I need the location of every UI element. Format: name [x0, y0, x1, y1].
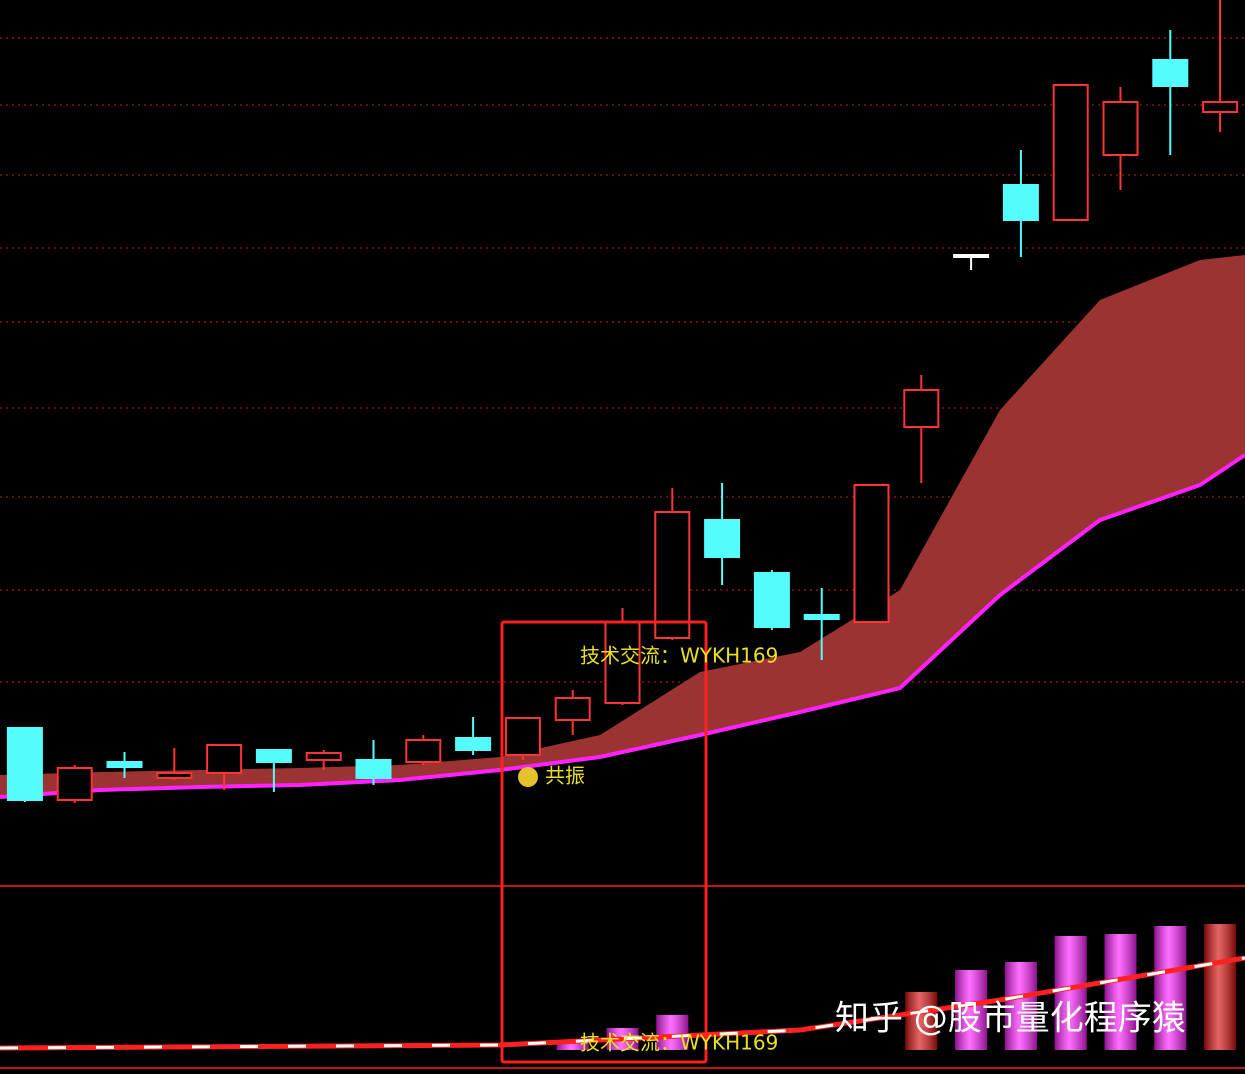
candle-body — [305, 752, 342, 761]
bar-shade — [1054, 936, 1087, 1050]
candle-body — [1102, 101, 1139, 156]
band-line — [0, 453, 1245, 799]
bar-shade — [1154, 926, 1187, 1050]
candle-body — [853, 484, 890, 623]
candle-body — [953, 254, 990, 258]
candle-body — [753, 572, 790, 628]
candle-body — [255, 749, 292, 763]
candle-body — [156, 772, 193, 779]
bar-shade — [656, 1015, 689, 1050]
candle-body — [1052, 84, 1089, 221]
signal-label: 共振 — [545, 764, 585, 788]
candle-body — [803, 614, 840, 620]
watermark: 知乎 @股市量化程序猿 — [835, 999, 1186, 1039]
candle-body — [604, 621, 641, 704]
bar-shade — [1004, 962, 1037, 1050]
candle-body — [1002, 184, 1039, 221]
indicator-panel — [0, 924, 1245, 1051]
bar-shade — [955, 970, 988, 1050]
bar-shade — [905, 992, 938, 1050]
candle-body — [355, 759, 392, 779]
candle-body — [704, 519, 741, 558]
signal-line — [0, 955, 1245, 1051]
annotation: 技术交流：WYKH169 — [580, 644, 778, 668]
money-icon — [518, 767, 538, 787]
candle-body — [1152, 59, 1189, 87]
candle-body — [56, 767, 93, 801]
candle-body — [504, 717, 541, 756]
annotation: 技术交流：WYKH169 — [580, 1031, 778, 1055]
bar-shade — [1104, 934, 1137, 1050]
band-area — [0, 255, 1245, 797]
candle-body — [405, 739, 442, 763]
candle-body — [554, 697, 591, 721]
candle-body — [455, 737, 492, 751]
candle-body — [654, 511, 691, 639]
candle-body — [106, 761, 143, 768]
candle-body — [1202, 101, 1239, 113]
candle-body — [206, 744, 243, 774]
candle-body — [6, 727, 43, 801]
bar-shade — [556, 1040, 589, 1050]
main-panel — [0, 0, 1245, 803]
highlight-box — [500, 620, 708, 1064]
candle-body — [903, 389, 940, 428]
bar-shade — [1204, 924, 1237, 1050]
